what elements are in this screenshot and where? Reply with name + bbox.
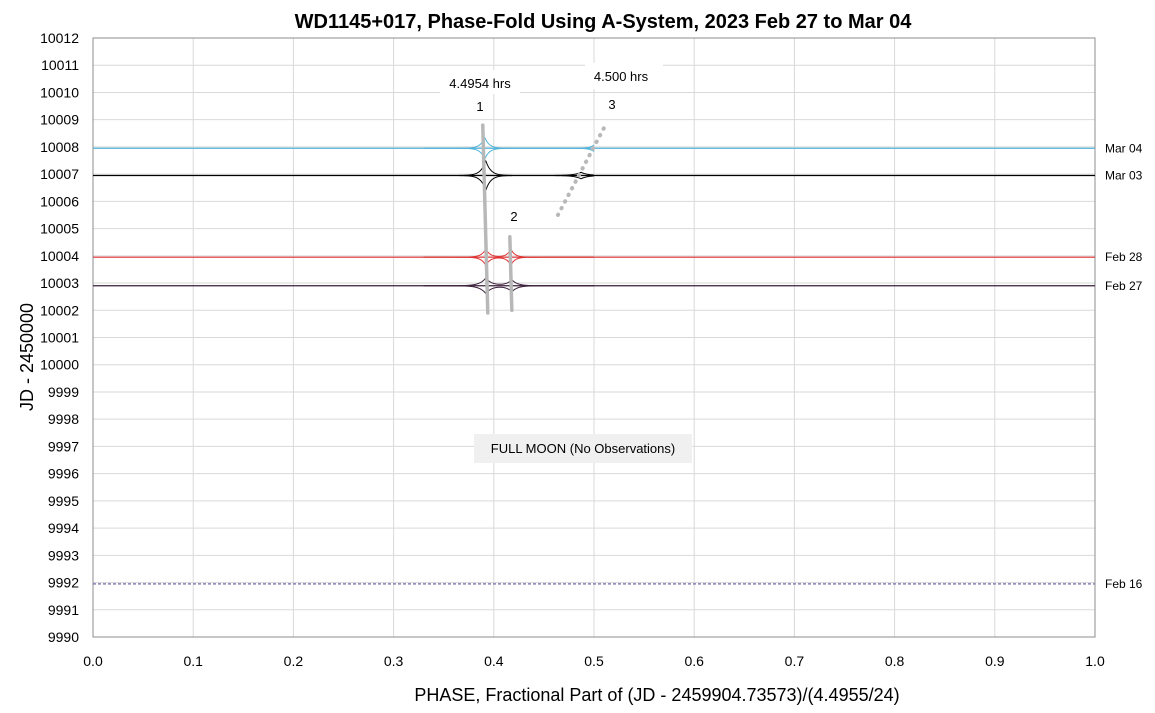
y-tick-label: 9994: [48, 520, 79, 536]
x-tick-label: 0.1: [183, 653, 203, 669]
x-tick-label: 0.4: [484, 653, 504, 669]
y-tick-label: 9997: [48, 438, 79, 454]
series-envelope-lower-mar-03: [423, 175, 595, 191]
trend-lines: [481, 123, 607, 315]
y-tick-label: 10011: [41, 57, 79, 73]
series-envelope-lower-mar-04: [423, 147, 595, 160]
y-tick-label: 9996: [48, 466, 79, 482]
y-tick-label: 10005: [40, 221, 79, 237]
y-tick-label: 9992: [48, 575, 79, 591]
y-tick-label: 10010: [40, 84, 79, 100]
chart-title: WD1145+017, Phase-Fold Using A-System, 2…: [295, 11, 913, 33]
x-tick-label: 0.6: [684, 653, 704, 669]
series-envelope-lower-feb-27: [423, 285, 594, 294]
series-label-mar-04: Mar 04: [1105, 141, 1143, 155]
y-tick-label: 10000: [40, 357, 79, 373]
trend-line-2: [508, 235, 514, 313]
period-label-1: 4.4954 hrs: [449, 76, 511, 91]
x-tick-label: 0.0: [83, 653, 103, 669]
trend-label-3: 3: [608, 97, 615, 112]
x-tick-label: 0.2: [284, 653, 304, 669]
x-axis-ticks: 0.0 0.1 0.2 0.3 0.4 0.5 0.6 0.7 0.8 0.9 1.0: [83, 653, 1105, 669]
trend-line-1: [481, 123, 490, 315]
series-label-feb-27: Feb 27: [1105, 279, 1143, 293]
y-tick-label: 9990: [48, 629, 79, 645]
trend-line-3: [555, 125, 607, 217]
annotations: 4.4954 hrs 1 4.500 hrs 3 2 FULL MOON (No…: [440, 63, 692, 463]
y-tick-label: 9999: [48, 384, 79, 400]
y-tick-label: 10003: [40, 275, 79, 291]
series-layer: Mar 04 Mar 03 Feb 28 Feb 27 Feb 16: [93, 137, 1143, 591]
y-axis-ticks: 9990 9991 9992 9993 9994 9995 9996 9997 9998 9999…: [40, 30, 79, 645]
y-tick-label: 10002: [40, 302, 79, 318]
y-axis-title: JD - 2450000: [17, 303, 37, 411]
trend-label-1: 1: [476, 99, 483, 114]
y-tick-label: 9998: [48, 411, 79, 427]
full-moon-note: FULL MOON (No Observations): [491, 441, 675, 456]
x-axis-title: PHASE, Fractional Part of (JD - 2459904.…: [414, 685, 899, 705]
y-tick-label: 10012: [40, 30, 79, 46]
y-tick-label: 10007: [40, 166, 79, 182]
x-tick-label: 0.9: [985, 653, 1005, 669]
y-tick-label: 10006: [40, 193, 79, 209]
period-label-3: 4.500 hrs: [594, 69, 649, 84]
y-tick-label: 9993: [48, 547, 79, 563]
y-tick-label: 9991: [48, 602, 79, 618]
x-tick-label: 1.0: [1085, 653, 1105, 669]
y-tick-label: 10001: [40, 330, 79, 346]
y-tick-label: 9995: [48, 493, 79, 509]
y-tick-label: 10004: [40, 248, 79, 264]
series-label-mar-03: Mar 03: [1105, 168, 1143, 182]
x-tick-label: 0.5: [584, 653, 604, 669]
series-label-feb-28: Feb 28: [1105, 250, 1143, 264]
trend-label-2: 2: [510, 209, 517, 224]
y-tick-label: 10008: [40, 139, 79, 155]
x-tick-label: 0.8: [885, 653, 905, 669]
plot-area: [92, 37, 1096, 638]
series-label-feb-16: Feb 16: [1105, 577, 1143, 591]
x-tick-label: 0.3: [384, 653, 404, 669]
x-tick-label: 0.7: [785, 653, 805, 669]
y-tick-label: 10009: [40, 112, 79, 128]
